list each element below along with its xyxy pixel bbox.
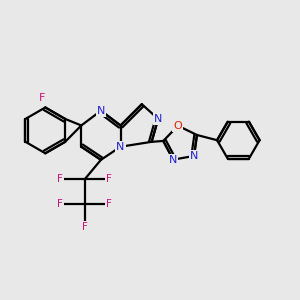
Text: N: N bbox=[190, 151, 198, 161]
Text: F: F bbox=[106, 174, 112, 184]
Text: F: F bbox=[57, 174, 63, 184]
Text: N: N bbox=[154, 114, 162, 124]
Text: N: N bbox=[97, 106, 105, 116]
Text: F: F bbox=[39, 93, 45, 103]
Text: F: F bbox=[57, 199, 63, 209]
Text: F: F bbox=[106, 199, 112, 209]
Text: N: N bbox=[169, 154, 177, 165]
Text: F: F bbox=[82, 222, 88, 232]
Text: N: N bbox=[116, 142, 125, 152]
Text: O: O bbox=[174, 121, 182, 131]
